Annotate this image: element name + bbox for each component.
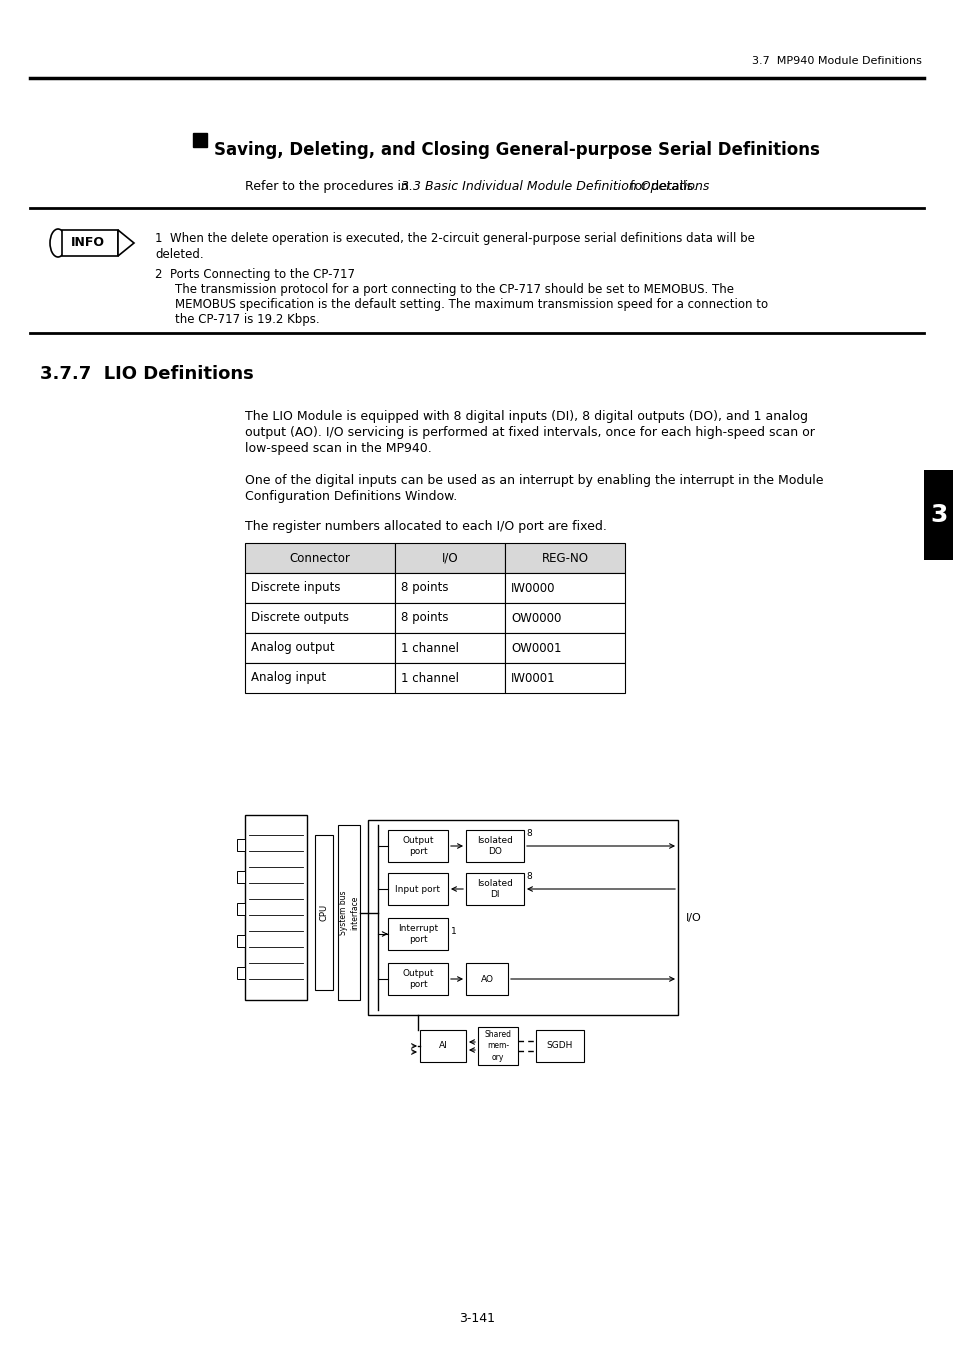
- Text: SGDH: SGDH: [546, 1042, 573, 1051]
- Text: 3.3 Basic Individual Module Definition Operations: 3.3 Basic Individual Module Definition O…: [400, 180, 709, 193]
- Text: 3.7.7  LIO Definitions: 3.7.7 LIO Definitions: [40, 365, 253, 382]
- Bar: [236, 902, 245, 915]
- Bar: [245, 634, 395, 663]
- Bar: [395, 603, 504, 634]
- Text: OW0000: OW0000: [511, 612, 560, 624]
- Text: 1  When the delete operation is executed, the 2-circuit general-purpose serial d: 1 When the delete operation is executed,…: [154, 232, 754, 245]
- Text: IW0001: IW0001: [511, 671, 555, 685]
- Bar: [395, 543, 504, 573]
- Bar: [536, 1029, 583, 1062]
- Bar: [388, 917, 448, 950]
- Bar: [368, 820, 678, 1015]
- Text: 8 points: 8 points: [400, 612, 448, 624]
- Text: IW0000: IW0000: [511, 581, 555, 594]
- Bar: [245, 543, 395, 573]
- Bar: [395, 573, 504, 603]
- Bar: [419, 1029, 465, 1062]
- Text: Isolated
DI: Isolated DI: [476, 880, 513, 898]
- Bar: [236, 839, 245, 851]
- Text: 1: 1: [451, 927, 456, 935]
- Bar: [504, 573, 624, 603]
- Text: Analog output: Analog output: [251, 642, 335, 654]
- Text: AI: AI: [438, 1042, 447, 1051]
- Bar: [236, 967, 245, 979]
- Text: 8: 8: [525, 871, 531, 881]
- Text: I/O: I/O: [685, 912, 701, 923]
- Polygon shape: [118, 230, 133, 255]
- Text: deleted.: deleted.: [154, 249, 203, 261]
- FancyBboxPatch shape: [62, 230, 118, 255]
- Text: Discrete outputs: Discrete outputs: [251, 612, 349, 624]
- Text: Saving, Deleting, and Closing General-purpose Serial Definitions: Saving, Deleting, and Closing General-pu…: [213, 141, 819, 159]
- Text: Refer to the procedures in: Refer to the procedures in: [245, 180, 413, 193]
- Text: One of the digital inputs can be used as an interrupt by enabling the interrupt : One of the digital inputs can be used as…: [245, 474, 822, 486]
- Bar: [504, 543, 624, 573]
- Text: 1 channel: 1 channel: [400, 642, 458, 654]
- Bar: [388, 963, 448, 994]
- Text: Output
port: Output port: [402, 836, 434, 857]
- Text: 3-141: 3-141: [458, 1312, 495, 1324]
- Text: System bus
interface: System bus interface: [338, 890, 358, 935]
- Text: Interrupt
port: Interrupt port: [397, 924, 437, 944]
- Text: AO: AO: [480, 974, 493, 984]
- Bar: [465, 873, 523, 905]
- Text: output (AO). I/O servicing is performed at fixed intervals, once for each high-s: output (AO). I/O servicing is performed …: [245, 426, 814, 439]
- Text: The register numbers allocated to each I/O port are fixed.: The register numbers allocated to each I…: [245, 520, 606, 534]
- Bar: [395, 634, 504, 663]
- Bar: [193, 132, 207, 147]
- Text: Output
port: Output port: [402, 969, 434, 989]
- Bar: [504, 634, 624, 663]
- Bar: [245, 663, 395, 693]
- Bar: [245, 573, 395, 603]
- Text: 8 points: 8 points: [400, 581, 448, 594]
- Text: CPU: CPU: [319, 904, 328, 921]
- Text: OW0001: OW0001: [511, 642, 561, 654]
- Ellipse shape: [50, 230, 66, 257]
- Bar: [245, 603, 395, 634]
- Bar: [236, 871, 245, 884]
- Bar: [465, 963, 507, 994]
- Text: Isolated
DO: Isolated DO: [476, 836, 513, 857]
- Text: REG-NO: REG-NO: [541, 551, 588, 565]
- Text: 8: 8: [525, 830, 531, 838]
- Bar: [337, 825, 359, 1000]
- Text: Connector: Connector: [290, 551, 350, 565]
- Text: The LIO Module is equipped with 8 digital inputs (DI), 8 digital outputs (DO), a: The LIO Module is equipped with 8 digita…: [245, 409, 807, 423]
- Bar: [477, 1027, 517, 1065]
- Text: 2  Ports Connecting to the CP-717: 2 Ports Connecting to the CP-717: [154, 267, 355, 281]
- Text: the CP-717 is 19.2 Kbps.: the CP-717 is 19.2 Kbps.: [174, 313, 319, 326]
- Bar: [388, 873, 448, 905]
- Bar: [465, 830, 523, 862]
- Bar: [504, 603, 624, 634]
- Bar: [314, 835, 333, 990]
- Text: 1 channel: 1 channel: [400, 671, 458, 685]
- Text: 3.7  MP940 Module Definitions: 3.7 MP940 Module Definitions: [751, 55, 921, 66]
- Text: The transmission protocol for a port connecting to the CP-717 should be set to M: The transmission protocol for a port con…: [174, 282, 733, 296]
- Text: MEMOBUS specification is the default setting. The maximum transmission speed for: MEMOBUS specification is the default set…: [174, 299, 767, 311]
- Bar: [395, 663, 504, 693]
- Text: Analog input: Analog input: [251, 671, 326, 685]
- Text: Shared
mem-
ory: Shared mem- ory: [484, 1031, 511, 1062]
- Bar: [923, 470, 953, 561]
- Bar: [236, 935, 245, 947]
- Text: Configuration Definitions Window.: Configuration Definitions Window.: [245, 490, 456, 503]
- Text: 3: 3: [929, 503, 946, 527]
- Text: Input port: Input port: [395, 885, 440, 893]
- Bar: [388, 830, 448, 862]
- Bar: [504, 663, 624, 693]
- Text: low-speed scan in the MP940.: low-speed scan in the MP940.: [245, 442, 432, 455]
- Text: Discrete inputs: Discrete inputs: [251, 581, 340, 594]
- Bar: [245, 815, 307, 1000]
- Text: INFO: INFO: [71, 236, 105, 250]
- Text: I/O: I/O: [441, 551, 457, 565]
- Text: for details.: for details.: [625, 180, 697, 193]
